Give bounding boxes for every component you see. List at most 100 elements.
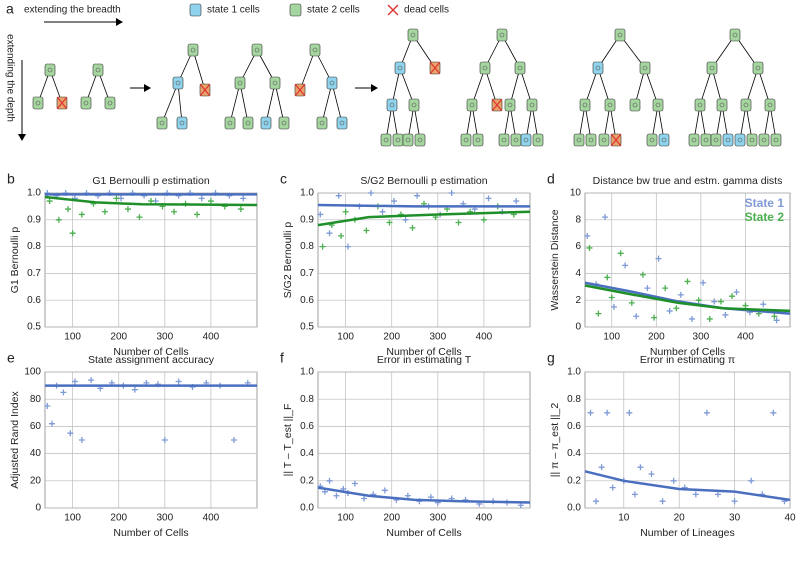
x-tick-label: 30 [729,513,741,524]
nucleus [517,65,523,71]
nucleus [749,137,755,143]
data-point [688,315,695,322]
nucleus [83,100,89,106]
nucleus [588,137,594,143]
nucleus [582,102,588,108]
nucleus [47,67,53,73]
cell [234,76,246,90]
cell [729,28,741,42]
tree-edge [331,82,343,124]
tree-edge [192,49,206,91]
cell [466,98,478,112]
nucleus [507,102,513,108]
data-point [240,195,247,202]
nucleus [655,102,661,108]
y-tick-label: 0.5 [27,322,41,333]
y-tick-label: 0.2 [300,475,314,486]
cell [472,133,484,147]
data-point [230,437,237,443]
panel-label: b [7,171,15,187]
y-tick-label: 0.9 [27,214,41,225]
data-point [379,208,386,215]
nucleus [395,137,401,143]
x-tick-label: 100 [64,513,81,524]
tree-edge [265,82,276,124]
x-tick-label: 100 [603,332,620,343]
data-point [335,192,342,199]
data-point [598,464,605,471]
data-point [342,208,349,215]
tree-edge [299,49,316,91]
nucleus [397,65,403,71]
data-point [333,492,340,499]
nucleus [319,120,325,126]
cell [269,76,281,90]
cell [408,98,420,112]
y-tick-label: 0.0 [300,503,314,514]
data-point [742,302,749,309]
x-axis-label: Number of Cells [386,527,461,539]
x-tick-label: 300 [156,332,173,343]
chart-title: G1 Bernoulli p estimation [92,175,209,187]
nucleus [529,102,535,108]
data-point [71,378,78,385]
nucleus [535,137,541,143]
data-point [729,293,736,300]
cell [710,133,722,147]
nucleus [703,137,709,143]
data-point [344,243,351,250]
cell [394,61,406,75]
nucleus [159,120,165,126]
cell [336,116,348,130]
data-point [770,409,777,416]
panel-label: e [7,350,15,366]
cell [460,133,472,147]
nucleus [761,137,767,143]
x-tick-label: 300 [693,332,710,343]
nucleus [576,137,582,143]
y-axis-label: Adjusted Rand Index [9,391,21,489]
cell [592,61,604,75]
y-tick-label: 1.0 [567,367,581,378]
legend-state1: state 1 cells [207,5,260,16]
data-point [584,232,591,239]
x-tick-label: 200 [110,332,127,343]
y-tick-label: 0.7 [27,268,41,279]
cell [496,28,508,42]
data-point [338,232,345,239]
x-tick-label: 400 [476,332,493,343]
cell [242,116,254,130]
data-point [608,294,615,301]
cell [764,98,776,112]
data-point [610,303,617,310]
data-point [622,262,629,269]
data-point [677,291,684,298]
nucleus [617,32,623,38]
cell [688,133,700,147]
data-point [628,299,635,306]
data-point [48,420,55,427]
y-axis-label: Wasserstein Distance [549,209,561,310]
nucleus [475,137,481,143]
data-point [88,377,95,384]
x-tick-label: 100 [64,332,81,343]
nucleus [383,137,389,143]
data-point [655,255,662,262]
nucleus [601,137,607,143]
data-point [604,274,611,281]
plot-area [44,192,258,328]
nucleus [709,65,715,71]
data-point [455,219,462,226]
y-tick-label: 4 [575,268,581,279]
legend-entry: State 1 [745,196,785,210]
nucleus [755,65,761,71]
nucleus [410,32,416,38]
data-point [67,430,74,437]
nucleus [469,102,475,108]
nucleus [743,102,749,108]
cell [758,133,770,147]
nucleus [513,137,519,143]
cell [658,133,670,147]
cell [44,63,56,77]
data-point [485,195,492,202]
